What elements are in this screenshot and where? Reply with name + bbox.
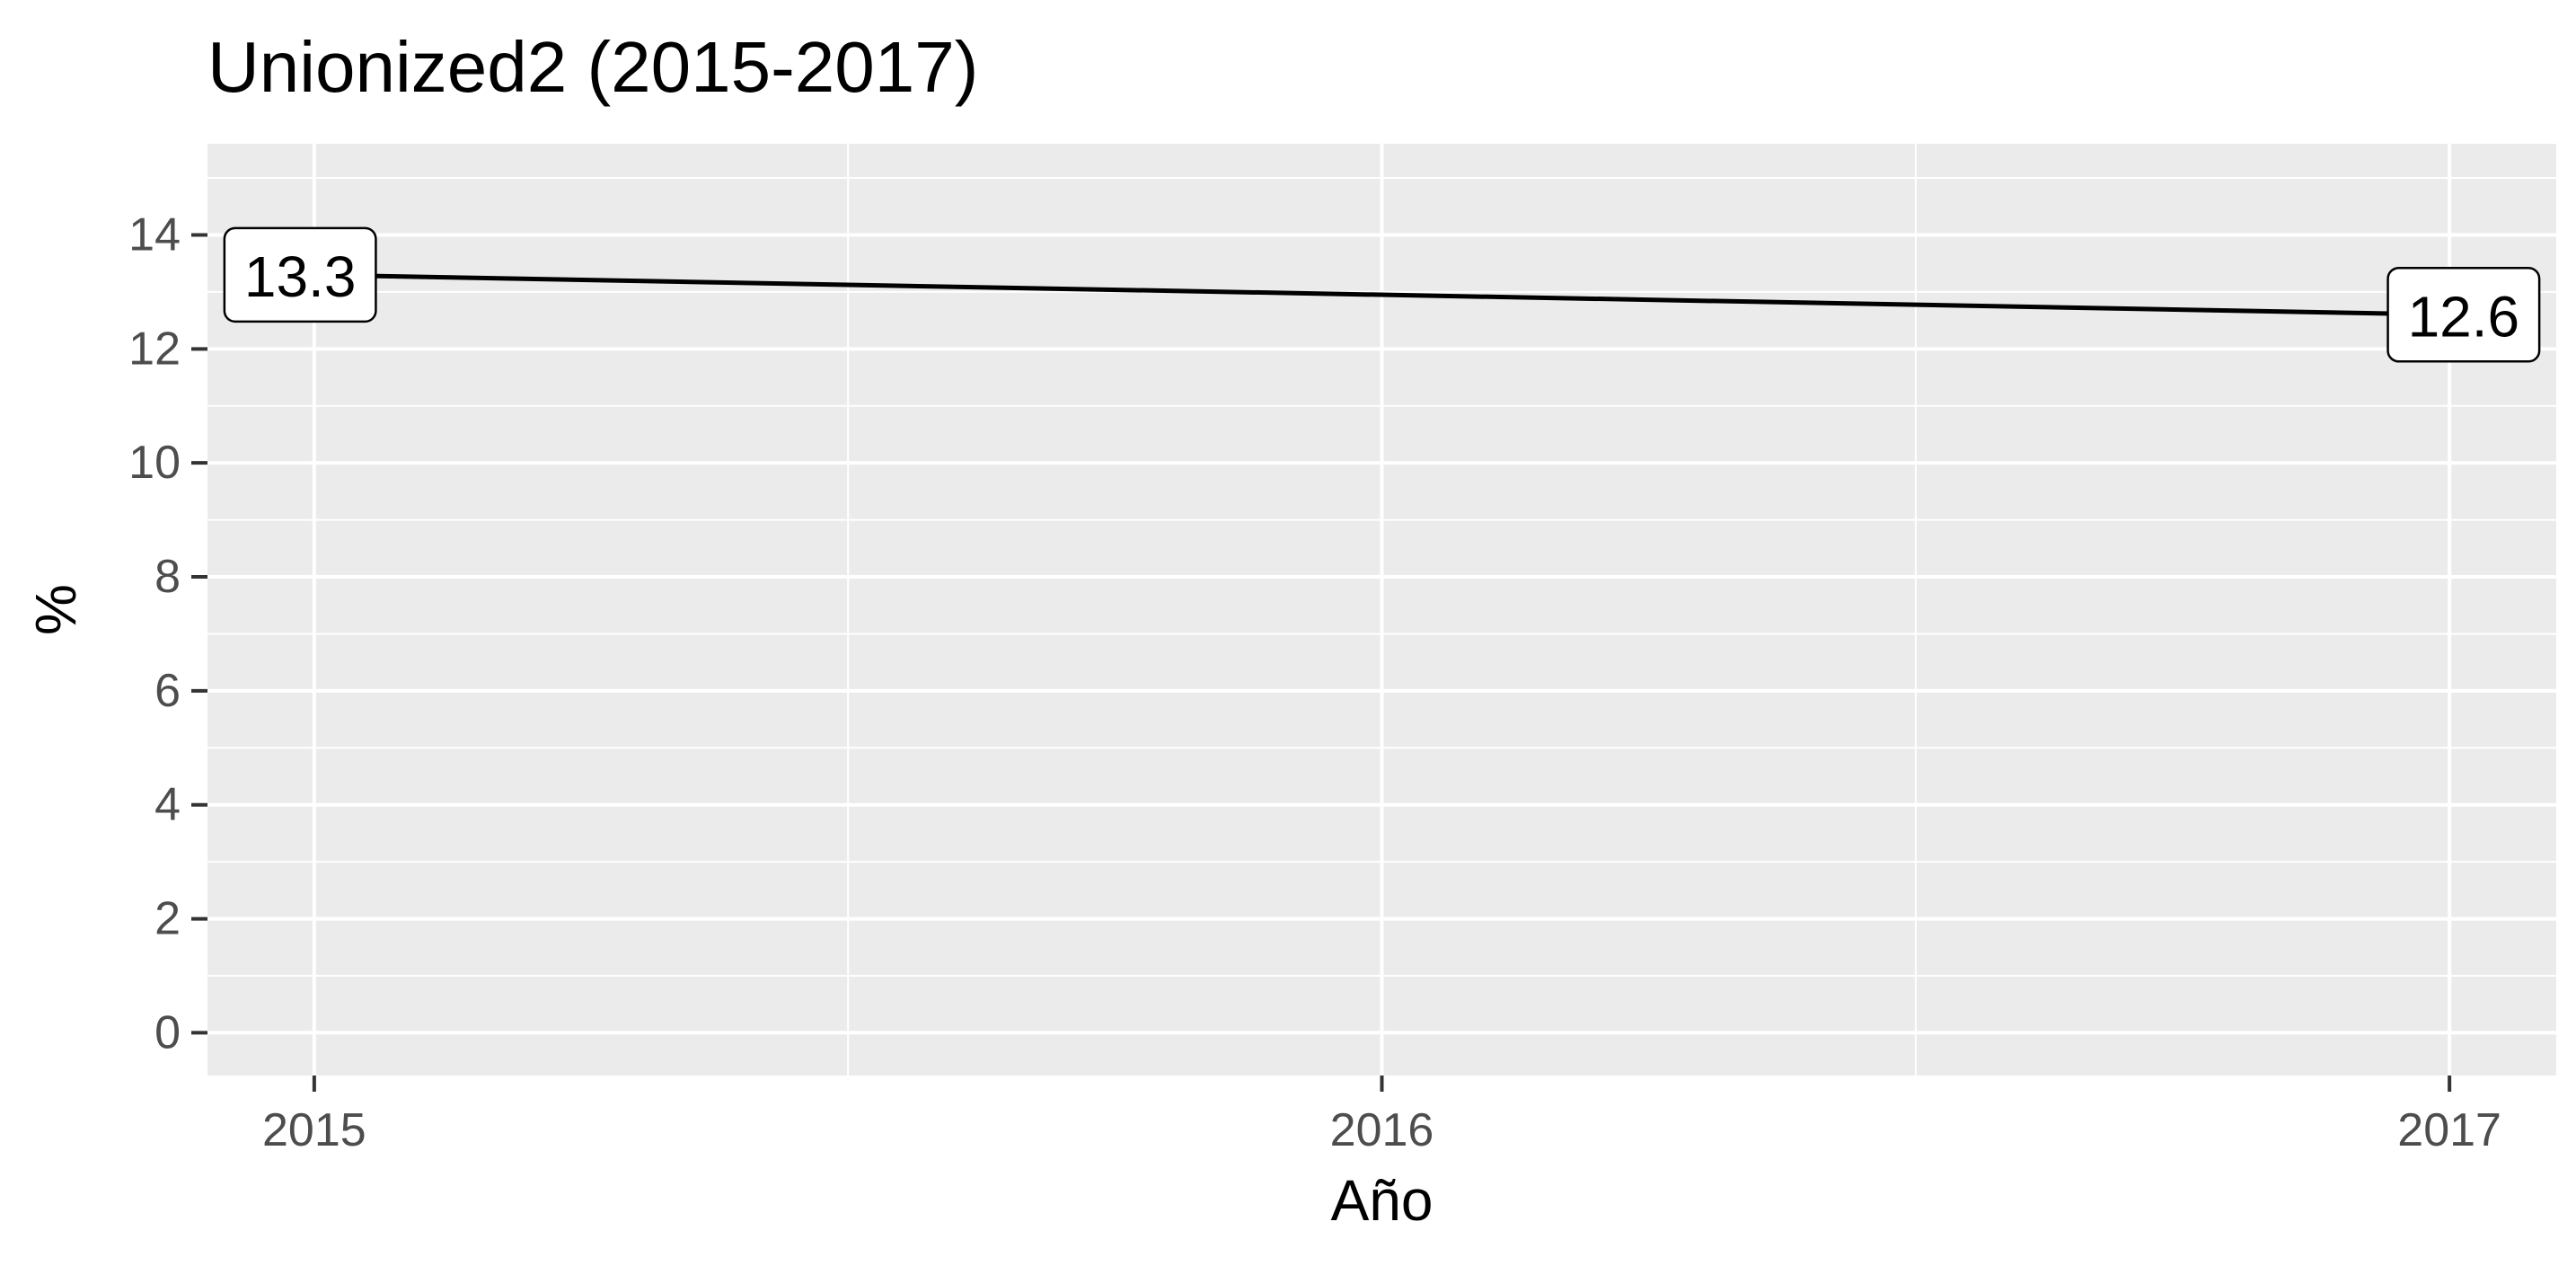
x-tick-label: 2016 <box>1330 1104 1434 1156</box>
data-label-box <box>2386 267 2541 363</box>
x-axis: 2015 2016 2017 <box>262 1076 2501 1156</box>
y-axis-title: % <box>23 584 88 635</box>
y-tick-label: 8 <box>154 551 181 603</box>
y-tick-label: 10 <box>128 437 181 489</box>
y-tick-label: 0 <box>154 1006 181 1058</box>
y-axis: 0 2 4 6 8 10 12 14 <box>128 208 207 1058</box>
major-grid <box>207 144 2556 1076</box>
data-label-text: 12.6 <box>2408 284 2520 349</box>
y-tick-label: 2 <box>154 893 181 945</box>
data-labels: 13.3 12.6 <box>223 226 2541 363</box>
data-label-box <box>223 226 377 323</box>
y-tick-label: 12 <box>128 323 181 375</box>
y-tick-label: 4 <box>154 779 181 831</box>
chart-title: Unionized2 (2015-2017) <box>207 27 978 107</box>
data-label-text: 13.3 <box>244 244 357 309</box>
x-axis-title: Año <box>1331 1168 1434 1233</box>
series-line <box>313 272 2450 317</box>
x-tick-label: 2017 <box>2397 1104 2501 1156</box>
y-tick-label: 14 <box>128 208 181 261</box>
series-layer <box>313 272 2450 317</box>
x-tick-label: 2015 <box>262 1104 366 1156</box>
y-tick-label: 6 <box>154 665 181 717</box>
data-label: 12.6 <box>2386 267 2541 363</box>
data-label: 13.3 <box>223 226 377 323</box>
